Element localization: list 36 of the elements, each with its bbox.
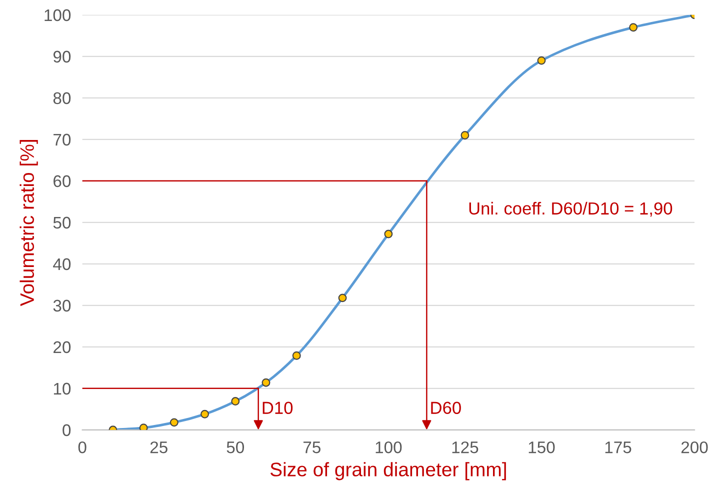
y-tick-label: 70 bbox=[54, 134, 71, 146]
point bbox=[629, 23, 638, 32]
point bbox=[537, 56, 546, 65]
x-axis-title: Size of grain diameter [mm] bbox=[270, 462, 506, 480]
y-tick-label: 0 bbox=[62, 424, 71, 436]
annotation: Uni. coeff. D60/D10 = 1,90 bbox=[469, 202, 672, 217]
x-tick-label: 25 bbox=[150, 441, 168, 454]
x-tick-label: 50 bbox=[226, 441, 244, 454]
x-tick-label: 75 bbox=[303, 442, 320, 454]
point bbox=[200, 410, 210, 418]
point bbox=[231, 397, 240, 406]
y-tick-label: 30 bbox=[53, 300, 71, 312]
x-tick-label: 0 bbox=[78, 441, 86, 454]
point bbox=[262, 378, 270, 387]
y-tick-label: 80 bbox=[53, 92, 71, 104]
x-tick-label: 125 bbox=[452, 441, 478, 454]
x-tick-label: 150 bbox=[528, 441, 555, 454]
x-tick-label: 100 bbox=[376, 441, 402, 454]
y-tick-label: 20 bbox=[54, 341, 71, 354]
point bbox=[292, 351, 301, 360]
y-tick-label: 60 bbox=[54, 175, 71, 188]
point bbox=[170, 418, 178, 427]
point bbox=[460, 131, 470, 140]
point bbox=[139, 424, 148, 430]
x-tick-label: 175 bbox=[605, 442, 632, 454]
annotation: D60 bbox=[431, 402, 461, 414]
annotation: D10 bbox=[262, 402, 293, 414]
point bbox=[384, 230, 393, 238]
y-tick-label: 100 bbox=[44, 9, 71, 22]
point bbox=[338, 294, 347, 302]
y-axis-title: Volumetric ratio [%] bbox=[20, 140, 38, 306]
y-tick-label: 50 bbox=[53, 216, 71, 229]
y-tick-label: 90 bbox=[53, 50, 71, 63]
y-tick-label: 40 bbox=[53, 258, 71, 270]
x-tick-label: 200 bbox=[681, 441, 708, 454]
y-tick-label: 10 bbox=[54, 382, 71, 395]
